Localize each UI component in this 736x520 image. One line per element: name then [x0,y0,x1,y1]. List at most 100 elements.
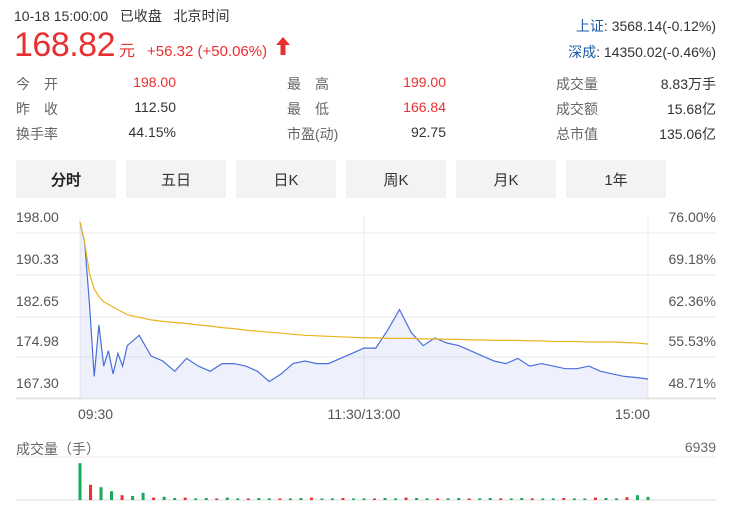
volume-bar [604,498,608,500]
intraday-chart[interactable]: 198.00 190.33 182.65 174.98 167.30 76.00% 69.1… [0,205,736,520]
volume-bar [162,496,166,500]
stat-label: 今 开 [16,76,58,92]
y-tick-right: 55.53% [669,333,716,349]
volume-bar [194,498,198,500]
volume-bar [646,496,650,500]
y-tick-right: 48.71% [669,375,716,391]
volume-bar [215,498,219,500]
volume-bar [320,498,324,500]
volume-bar [530,498,534,500]
volume-bar [446,498,450,500]
volume-bar [278,498,282,500]
volume-bar [488,498,492,500]
index-shanghai[interactable]: 上证: 3568.14(-0.12%) [576,16,716,36]
volume-bar [415,498,419,500]
volume-bar [341,498,345,500]
volume-bar [562,498,566,500]
volume-bar [78,463,82,500]
index-name: 上证 [575,18,604,34]
stat-value: 8.83万手 [660,76,716,92]
volume-bar [330,498,334,500]
volume-bar [614,498,618,500]
volume-bar [551,498,555,500]
volume-bar [120,495,124,500]
stat-value: 15.68亿 [666,101,716,117]
tab-1year[interactable]: 1年 [566,160,666,198]
volume-bar [394,498,398,500]
volume-bar [572,498,576,500]
volume-bar [99,487,103,500]
volume-bar [351,498,355,500]
stat-value: 44.15% [128,124,176,140]
volume-bar [625,497,629,500]
stat-value: 112.50 [134,99,176,115]
volume-max: 6939 [684,439,716,455]
volume-bar [225,497,229,500]
x-tick-label: 09:30 [78,406,113,422]
stat-label: 最 低 [287,101,329,117]
volume-bar [425,498,429,500]
y-tick-right: 62.36% [669,293,716,309]
price-area [80,222,648,397]
volume-bar [173,498,177,500]
volume-bar [478,498,482,500]
volume-bar [257,498,261,500]
index-shenzhen[interactable]: 深成: 14350.02(-0.46%) [568,42,716,62]
y-tick-left: 182.65 [16,293,59,309]
volume-bar [583,498,587,500]
tab-monthly-k[interactable]: 月K [456,160,556,198]
volume-bar [467,498,471,500]
stat-value: 92.75 [410,124,446,140]
volume-bar [246,498,250,500]
quote-time: 10-18 15:00:00 已收盘 北京时间 [14,6,230,26]
up-arrow-icon [276,37,291,55]
volume-bar [362,498,366,500]
y-tick-left: 167.30 [16,375,59,391]
index-value: : 14350.02(-0.46%) [596,44,716,60]
stat-label: 总市值 [556,126,598,142]
stat-label: 换手率 [16,126,58,142]
stat-value: 166.84 [403,99,446,115]
volume-bar [131,496,135,500]
stat-label: 最 高 [287,76,329,92]
chart-tabs: 分时 五日 日K 周K 月K 1年 [16,160,666,198]
price-unit: 元 [119,43,136,60]
index-name: 深成 [568,44,597,60]
volume-bar [541,498,545,500]
volume-bar [404,497,408,500]
tab-weekly-k[interactable]: 周K [346,160,446,198]
tab-5day[interactable]: 五日 [126,160,226,198]
volume-bar [436,498,440,500]
y-tick-left: 174.98 [16,333,59,349]
price-row: 168.82 元 +56.32 (+50.06%) [14,26,291,65]
y-tick-left: 198.00 [16,209,59,225]
volume-bar [383,498,387,500]
stat-value: 199.00 [403,74,446,90]
y-tick-left: 190.33 [16,251,59,267]
price-line [79,221,649,383]
volume-bar [152,497,156,500]
price-change: +56.32 (+50.06%) [147,43,268,60]
datetime: 10-18 15:00:00 [14,8,109,24]
x-tick-label: 15:00 [615,406,650,422]
volume-bar [520,498,524,500]
volume-bar [309,497,313,500]
tab-daily-k[interactable]: 日K [236,160,336,198]
stat-value: 135.06亿 [659,126,716,142]
stat-label: 市盈(动) [287,126,339,142]
volume-bar [509,498,513,500]
volume-bar [593,497,597,500]
x-tick-label: 11:30/13:00 [328,406,401,422]
stat-label: 成交量 [556,76,598,92]
volume-bar [267,498,271,500]
volume-bar [204,498,208,500]
volume-bar [110,491,114,500]
volume-bar [499,498,503,500]
volume-bar [236,498,240,500]
tab-intraday[interactable]: 分时 [16,160,116,198]
volume-bar [89,484,93,500]
market-status: 已收盘 [119,8,162,24]
stat-label: 成交额 [556,101,598,117]
stat-label: 昨 收 [16,101,58,117]
volume-label: 成交量（手） [16,441,100,457]
